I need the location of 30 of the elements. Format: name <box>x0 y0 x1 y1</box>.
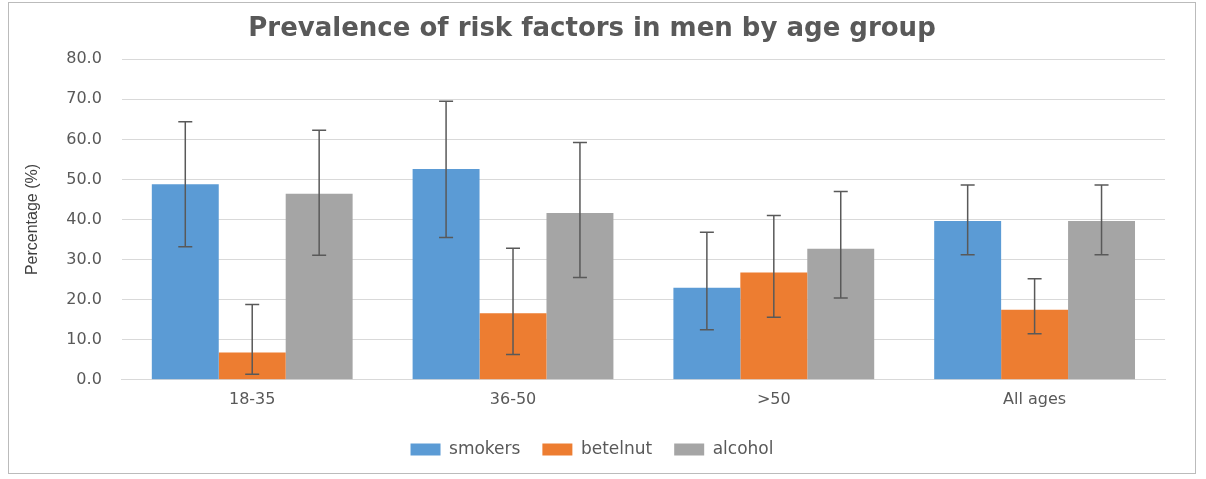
y-tick-label: 50.0 <box>66 168 102 188</box>
bar <box>412 169 480 380</box>
y-tick-label: 30.0 <box>66 248 102 268</box>
bar <box>285 193 353 380</box>
bar <box>1001 309 1069 380</box>
bar <box>479 313 547 380</box>
bar <box>151 184 219 380</box>
bar <box>218 352 286 380</box>
y-tick-label: 20.0 <box>66 288 102 308</box>
legend-label: alcohol <box>712 437 774 458</box>
bar <box>740 272 808 380</box>
x-tick-label: 18-35 <box>228 388 276 408</box>
chart-title: Prevalence of risk factors in men by age group <box>248 12 936 43</box>
bar <box>807 248 875 380</box>
y-tick-label: 10.0 <box>66 328 102 348</box>
y-axis-title: Percentage (%) <box>23 163 41 276</box>
bar <box>546 213 614 380</box>
legend-label: smokers <box>449 437 521 458</box>
bar <box>934 221 1002 380</box>
y-tick-label: 60.0 <box>66 128 102 148</box>
x-tick-label: All ages <box>1003 388 1067 408</box>
y-tick-label: 80.0 <box>66 48 102 68</box>
y-tick-label: 40.0 <box>66 208 102 228</box>
bar <box>673 287 741 380</box>
y-tick-label: 0.0 <box>76 368 102 388</box>
x-tick-label: 36-50 <box>489 388 537 408</box>
bar <box>1068 221 1136 380</box>
legend-label: betelnut <box>580 437 653 458</box>
x-tick-label: >50 <box>756 388 791 408</box>
y-tick-label: 70.0 <box>66 88 102 108</box>
